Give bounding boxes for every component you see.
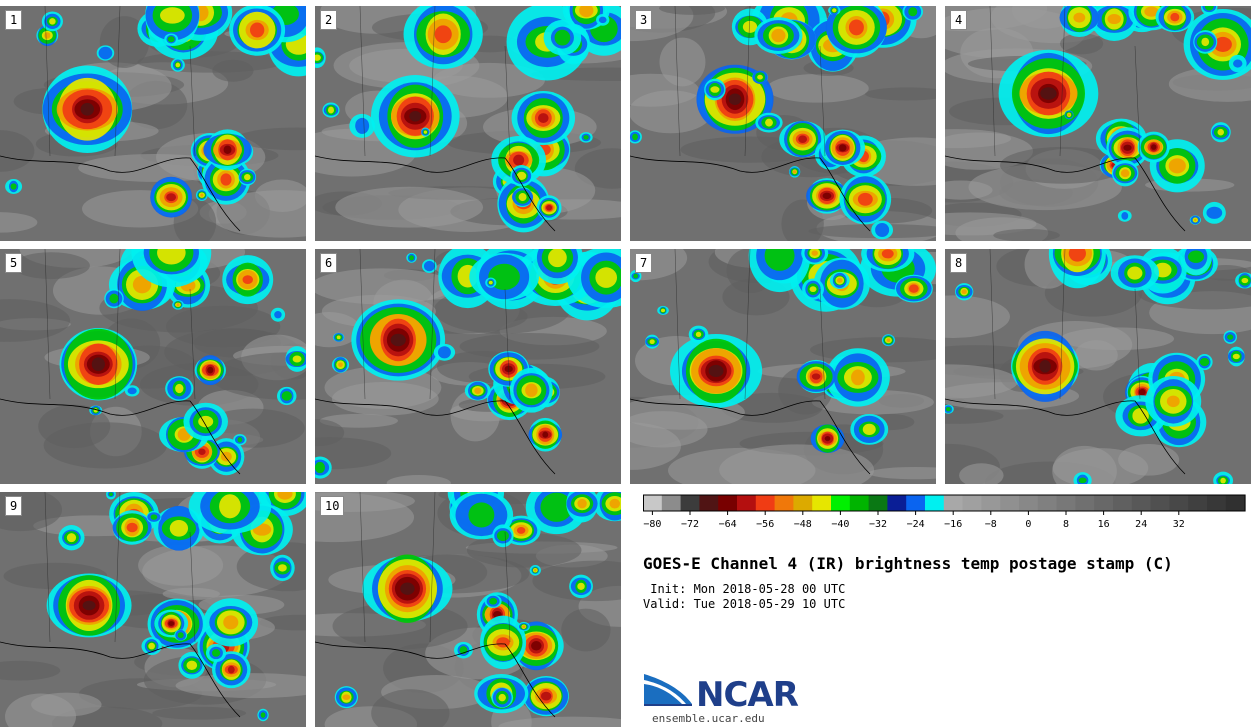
logo-url: ensemble.ucar.edu [652,712,765,725]
ensemble-panel-8: 8 [945,249,1251,484]
colorbar-swatch [737,495,757,511]
colorbar-swatch [868,495,888,511]
satellite-ir-image [315,6,621,241]
ensemble-panel-4: 4 [945,6,1251,241]
colorbar-tick-label: −64 [719,519,737,530]
colorbar-tick-label: −40 [831,519,849,530]
colorbar-tick-label: −80 [643,519,661,530]
colorbar-swatch [1000,495,1020,511]
colorbar-tick-label: 8 [1063,519,1069,530]
colorbar-tick-label: −16 [944,519,962,530]
panel-number: 10 [320,496,345,516]
colorbar-swatch [680,495,700,511]
temperature-colorbar: −80 −72 −64 −56 −48 −40 −32 −24 −16 −8 0 8 16 24 32 [643,494,1246,530]
colorbar-swatch [1056,495,1076,511]
colorbar-tick-label: 24 [1135,519,1147,530]
satellite-ir-image [0,492,306,727]
colorbar-swatch [962,495,982,511]
panel-number: 2 [320,10,338,30]
satellite-ir-image [0,249,306,484]
colorbar-swatch [1019,495,1039,511]
colorbar-swatch [887,495,907,511]
panel-number: 9 [5,496,23,516]
colorbar-swatch [906,495,926,511]
panel-number: 5 [5,253,23,273]
colorbar-tick-label: −32 [869,519,887,530]
colorbar-swatch [1094,495,1114,511]
panel-number: 6 [320,253,338,273]
panel-number: 7 [635,253,653,273]
colorbar-swatch [943,495,963,511]
satellite-ir-image [630,249,936,484]
ncar-logo-text: NCAR [696,675,799,715]
ensemble-panel-6: 6 [315,249,621,484]
chart-title: GOES-E Channel 4 (IR) brightness temp po… [643,554,1173,573]
satellite-ir-image [315,492,621,727]
ensemble-panel-5: 5 [0,249,306,484]
colorbar-swatch [1113,495,1133,511]
panel-number: 3 [635,10,653,30]
colorbar-tick-label: −8 [985,519,997,530]
valid-time: Valid: Tue 2018-05-29 10 UTC [643,597,846,611]
colorbar-tick-label: −24 [907,519,925,530]
satellite-ir-image [630,6,936,241]
colorbar-swatch [1150,495,1170,511]
init-time: Init: Mon 2018-05-28 00 UTC [643,582,846,596]
colorbar-tick-label: −56 [756,519,774,530]
colorbar-swatch [831,495,851,511]
panel-number: 1 [5,10,23,30]
ncar-logo: NCAR ensemble.ucar.edu [642,672,802,728]
colorbar-tick-label: 32 [1173,519,1185,530]
colorbar-swatch [1169,495,1189,511]
colorbar-swatch [1188,495,1208,511]
colorbar-swatch [981,495,1001,511]
panel-number: 4 [950,10,968,30]
ncar-logo-swoosh-icon [644,674,692,706]
colorbar-swatch [925,495,945,511]
ensemble-panel-7: 7 [630,249,936,484]
colorbar-swatch [643,495,663,511]
ensemble-panel-10: 10 [315,492,621,727]
ensemble-panel-3: 3 [630,6,936,241]
ensemble-panel-1: 1 [0,6,306,241]
colorbar-swatch [793,495,813,511]
satellite-ir-image [945,6,1251,241]
panel-number: 8 [950,253,968,273]
colorbar-swatch [774,495,794,511]
colorbar-tick-label: −48 [794,519,812,530]
colorbar-swatch [755,495,775,511]
satellite-ir-image [315,249,621,484]
colorbar-swatch [1131,495,1151,511]
colorbar-swatch [699,495,719,511]
colorbar-swatch [1075,495,1095,511]
colorbar-swatch [1037,495,1057,511]
colorbar-swatch [849,495,869,511]
colorbar-tick-label: 16 [1098,519,1110,530]
colorbar-swatch [718,495,738,511]
colorbar-swatch [812,495,832,511]
colorbar-tick-label: −72 [681,519,699,530]
colorbar-swatch [1207,495,1227,511]
colorbar-swatch [661,495,681,511]
satellite-ir-image [0,6,306,241]
ensemble-panel-9: 9 [0,492,306,727]
colorbar-tick-label: 0 [1025,519,1031,530]
ensemble-panel-2: 2 [315,6,621,241]
colorbar-swatch [1225,495,1245,511]
satellite-ir-image [945,249,1251,484]
